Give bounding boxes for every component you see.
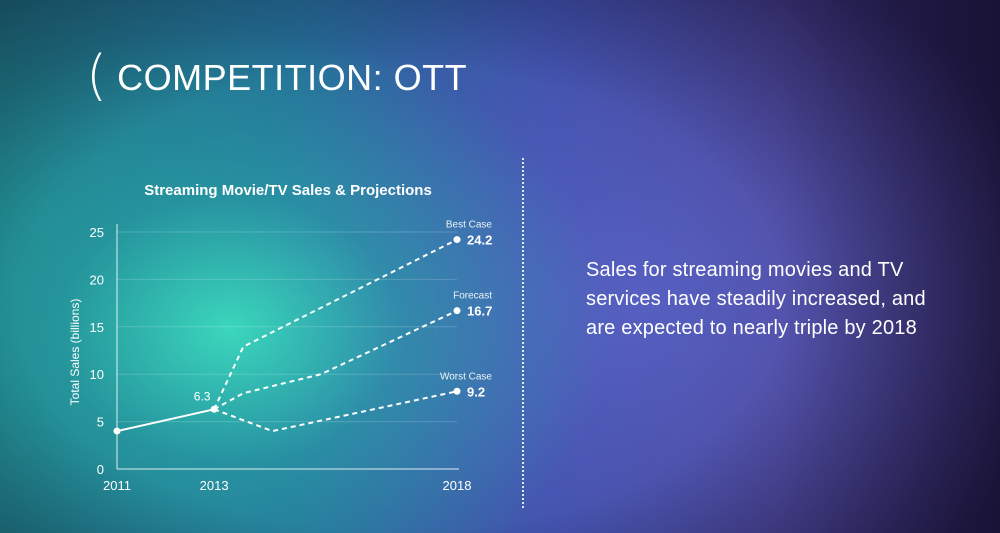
y-tick-5: 5 <box>97 415 104 430</box>
series-line-forecast <box>213 309 458 411</box>
chart-title: Streaming Movie/TV Sales & Projections <box>144 182 432 199</box>
y-tick-25: 25 <box>90 225 104 240</box>
end-point-best-case <box>453 236 461 244</box>
end-point-worst-case <box>453 387 461 395</box>
grid-lines <box>117 231 457 423</box>
tick-labels: 0 5 10 15 20 25 2011 2013 2018 <box>90 225 472 493</box>
end-point-forecast <box>453 307 461 315</box>
end-value-worst-case: 9.2 <box>467 384 485 399</box>
series-line-worst-case <box>213 390 458 433</box>
y-axis-label: Total Sales (billions) <box>68 299 82 406</box>
series-name-worst-case: Worst Case <box>440 371 492 382</box>
end-value-best-case: 24.2 <box>467 233 492 248</box>
series-name-forecast: Forecast <box>453 291 492 302</box>
series-name-best-case: Best Case <box>446 220 493 231</box>
axes <box>116 224 459 470</box>
data-labels: 6.3 24.2 Best Case 16.7 Forecast 9.2 Worst Cas… <box>194 220 493 404</box>
series-line-best-case <box>213 238 458 410</box>
slide-title: COMPETITION: OTT <box>117 57 468 98</box>
y-tick-15: 15 <box>90 320 104 335</box>
vertical-divider <box>522 158 524 508</box>
y-tick-10: 10 <box>90 367 104 382</box>
x-tick-2013: 2013 <box>200 478 229 493</box>
series-line-historical <box>116 408 215 433</box>
y-tick-0: 0 <box>97 462 104 477</box>
slide-title-group: ( COMPETITION: OTT <box>86 48 467 108</box>
x-tick-2018: 2018 <box>443 478 472 493</box>
end-value-forecast: 16.7 <box>467 304 492 319</box>
x-tick-2011: 2011 <box>103 478 131 493</box>
slide-body-text: Sales for streaming movies and TV servic… <box>586 259 926 339</box>
point-historical-0 <box>113 427 121 435</box>
data-label-6.3: 6.3 <box>194 389 211 403</box>
title-parenthesis: ( <box>86 44 108 107</box>
series-lines <box>113 236 461 435</box>
y-tick-20: 20 <box>90 272 104 287</box>
